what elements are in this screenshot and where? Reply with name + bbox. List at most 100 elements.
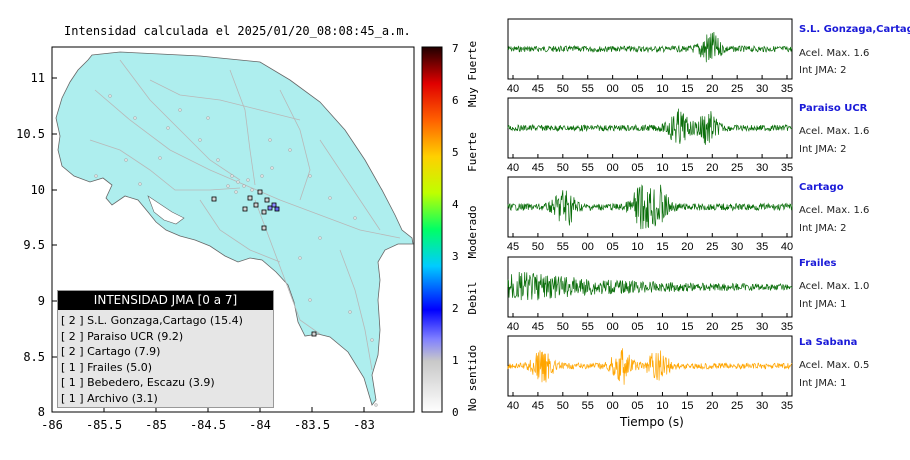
waveform-tick-label: 40 [507,400,519,412]
waveform-tick-label: 35 [781,400,793,412]
map-x-tick: -84.5 [190,418,226,432]
legend-item: [ 1 ] Bebedero, Escazu (3.9) [61,376,215,389]
waveform-tick-label: 15 [656,241,668,253]
station-accel: Acel. Max. 1.0 [799,281,870,292]
costa-rica-land [55,51,414,406]
station-accel: Acel. Max. 1.6 [799,126,870,137]
station-name: Paraiso UCR [799,103,868,114]
map-y-tick: 11 [31,71,45,85]
waveform-tick-label: 25 [731,321,743,333]
station-int: Int JMA: 1 [799,378,847,389]
colorbar-tick: 0 [452,406,459,419]
map-y-tick: 9.5 [23,238,45,252]
colorbar-label-fuerte: Fuerte [466,132,479,172]
waveform-tick-label: 15 [681,400,693,412]
waveform-tick-label: 50 [557,400,569,412]
colorbar-tick: 3 [452,250,459,263]
waveform-tick-label: 15 [681,321,693,333]
colorbar-tick: 4 [452,198,459,211]
waveform-tick-label: 30 [731,241,743,253]
waveform-tick-label: 10 [631,241,643,253]
waveform-tick-label: 30 [756,321,768,333]
road-network [89,59,401,371]
waveform-tick-label: 45 [532,162,544,174]
waveform-tick-label: 10 [656,162,668,174]
waveform-trace [507,184,793,230]
waveform-panels: 40 45 50 55 00 05 10 15 20 25 30 35 40 45 50 55 00 05 10 15… [507,18,793,412]
station-name: S.L. Gonzaga,Cartago [799,24,910,35]
legend-list: [ 2 ] S.L. Gonzaga,Cartago (15.4) [ 2 ] … [61,313,243,406]
waveform-tick-label: 20 [706,83,718,95]
waveform-tick-label: 10 [656,321,668,333]
waveform-tick-label: 40 [781,241,793,253]
station-int: Int JMA: 1 [799,299,847,310]
waveform-tick-label: 50 [557,162,569,174]
waveform-tick-label: 35 [781,83,793,95]
waveform-tick-label: 40 [507,162,519,174]
station-int: Int JMA: 2 [799,223,847,234]
waveform-trace [507,31,793,63]
waveform-tick-label: 25 [731,400,743,412]
waveform-tick-label: 00 [607,321,619,333]
waveform-x-title: Tiempo (s) [620,415,684,429]
waveform-tick-label: 20 [706,400,718,412]
waveform-tick-label: 20 [706,321,718,333]
waveform-tick-label: 35 [756,241,768,253]
intensity-colorbar [421,46,443,413]
waveform-trace [507,271,793,301]
map-x-tick: -85.5 [86,418,122,432]
intensity-markers [211,189,317,337]
waveform-tick-label: 00 [582,241,594,253]
waveform-tick-label: 30 [756,400,768,412]
waveform-tick-label: 50 [532,241,544,253]
map-y-tick: 10.5 [16,127,45,141]
colorbar-label-muy-fuerte: Muy Fuerte [466,41,479,107]
waveform-tick-label: 05 [631,400,643,412]
waveform-tick-label: 00 [607,400,619,412]
waveform-tick-label: 45 [532,83,544,95]
waveform-tick-label: 40 [507,83,519,95]
waveform-tick-label: 25 [706,241,718,253]
map-y-tick: 8 [38,405,45,419]
waveform-tick-label: 10 [656,400,668,412]
waveform-tick-label: 55 [582,400,594,412]
colorbar-label-moderado: Moderado [466,206,479,259]
waveform-tick-label: 10 [656,83,668,95]
waveform-tick-label: 30 [756,162,768,174]
station-name: Frailes [799,258,837,269]
waveform-tick-label: 55 [582,321,594,333]
waveform-tick-label: 05 [631,83,643,95]
waveform-tick-label: 05 [631,321,643,333]
waveform-tick-label: 25 [731,162,743,174]
waveform-tick-label: 25 [731,83,743,95]
map-y-tick: 8.5 [23,350,45,364]
waveform-tick-label: 45 [532,321,544,333]
map-x-tick: -83.5 [294,418,330,432]
waveform-tick-label: 45 [507,241,519,253]
legend-item: [ 2 ] Paraiso UCR (9.2) [61,329,184,343]
waveform-tick-label: 20 [706,162,718,174]
waveform-trace [507,348,793,385]
colorbar-tick: 2 [452,302,459,315]
waveform-tick-label: 45 [532,400,544,412]
station-dots [94,94,378,407]
map-y-tick: 10 [31,183,45,197]
waveform-tick-label: 55 [582,83,594,95]
station-accel: Acel. Max. 0.5 [799,360,870,371]
station-accel: Acel. Max. 1.6 [799,48,870,59]
station-accel: Acel. Max. 1.6 [799,205,870,216]
waveform-tick-label: 35 [781,321,793,333]
map-x-tick: -84 [249,418,271,432]
waveform-tick-label: 15 [681,83,693,95]
waveform-trace [507,108,793,145]
waveform-tick-label: 55 [582,162,594,174]
station-int: Int JMA: 2 [799,65,847,76]
waveform-tick-label: 50 [557,83,569,95]
waveform-tick-label: 00 [607,83,619,95]
colorbar-tick: 5 [452,146,459,159]
map-x-tick: -83 [353,418,375,432]
colorbar-tick: 7 [452,42,459,55]
legend-item: [ 1 ] Frailes (5.0) [61,360,153,374]
map-title: Intensidad calculada el 2025/01/20_08:08… [64,24,411,38]
